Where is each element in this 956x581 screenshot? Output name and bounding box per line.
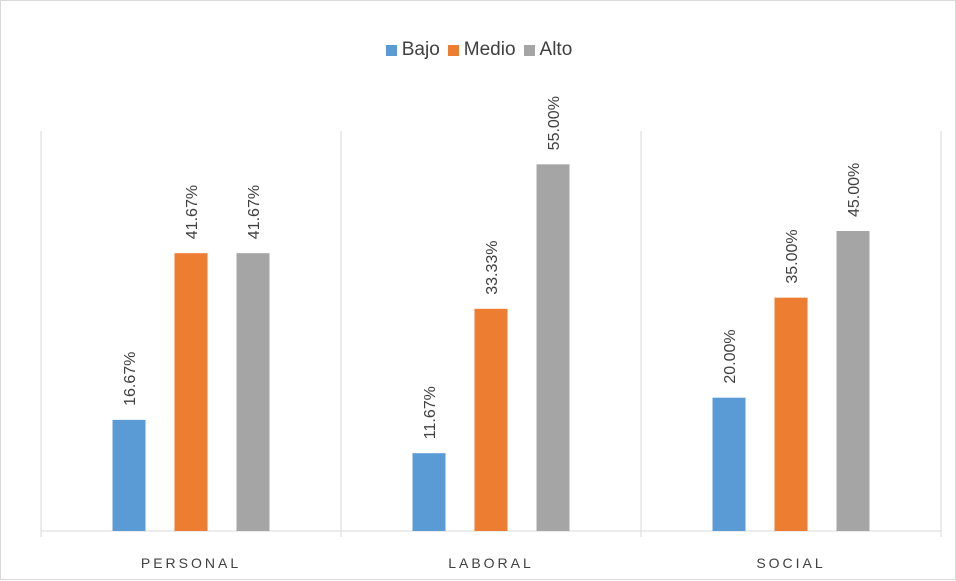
bar-medio-laboral: [475, 309, 508, 531]
bar-alto-laboral: [537, 164, 570, 531]
data-label: 55.00%: [546, 96, 563, 150]
data-label: 11.67%: [422, 386, 439, 439]
bar-medio-social: [775, 298, 808, 531]
x-tick-label: PERSONAL: [141, 555, 241, 571]
data-label: 16.67%: [122, 352, 139, 406]
data-label: 41.67%: [246, 185, 263, 239]
bar-bajo-laboral: [413, 453, 446, 531]
bar-bajo-social: [713, 398, 746, 531]
x-tick-label: SOCIAL: [756, 555, 825, 571]
data-label: 35.00%: [784, 229, 801, 283]
bar-bajo-personal: [113, 420, 146, 531]
bar-alto-personal: [237, 253, 270, 531]
x-tick-label: LABORAL: [448, 555, 534, 571]
bar-medio-personal: [175, 253, 208, 531]
data-label: 41.67%: [184, 185, 201, 239]
data-label: 33.33%: [484, 241, 501, 295]
bar-alto-social: [837, 231, 870, 531]
data-label: 45.00%: [846, 163, 863, 217]
data-label: 20.00%: [722, 329, 739, 383]
